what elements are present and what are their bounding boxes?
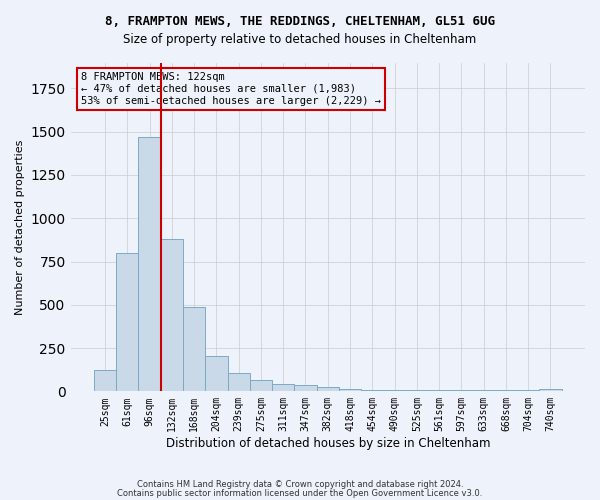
Bar: [94, 370, 116, 392]
Bar: [295, 386, 317, 392]
Text: 8, FRAMPTON MEWS, THE REDDINGS, CHELTENHAM, GL51 6UG: 8, FRAMPTON MEWS, THE REDDINGS, CHELTENH…: [105, 15, 495, 28]
Bar: [406, 390, 428, 392]
Bar: [183, 306, 205, 392]
Bar: [272, 384, 295, 392]
Bar: [161, 239, 183, 392]
Bar: [116, 253, 139, 392]
Text: 8 FRAMPTON MEWS: 122sqm
← 47% of detached houses are smaller (1,983)
53% of semi: 8 FRAMPTON MEWS: 122sqm ← 47% of detache…: [81, 72, 381, 106]
Bar: [450, 390, 473, 392]
Bar: [361, 390, 383, 392]
Bar: [428, 390, 450, 392]
Bar: [317, 387, 339, 392]
Text: Size of property relative to detached houses in Cheltenham: Size of property relative to detached ho…: [124, 32, 476, 46]
Bar: [227, 373, 250, 392]
Text: Contains HM Land Registry data © Crown copyright and database right 2024.: Contains HM Land Registry data © Crown c…: [137, 480, 463, 489]
Bar: [205, 356, 227, 392]
Bar: [539, 388, 562, 392]
X-axis label: Distribution of detached houses by size in Cheltenham: Distribution of detached houses by size …: [166, 437, 490, 450]
Bar: [517, 390, 539, 392]
Bar: [473, 390, 495, 392]
Bar: [383, 390, 406, 392]
Bar: [495, 390, 517, 392]
Bar: [250, 380, 272, 392]
Bar: [139, 137, 161, 392]
Bar: [339, 388, 361, 392]
Y-axis label: Number of detached properties: Number of detached properties: [15, 139, 25, 314]
Text: Contains public sector information licensed under the Open Government Licence v3: Contains public sector information licen…: [118, 488, 482, 498]
